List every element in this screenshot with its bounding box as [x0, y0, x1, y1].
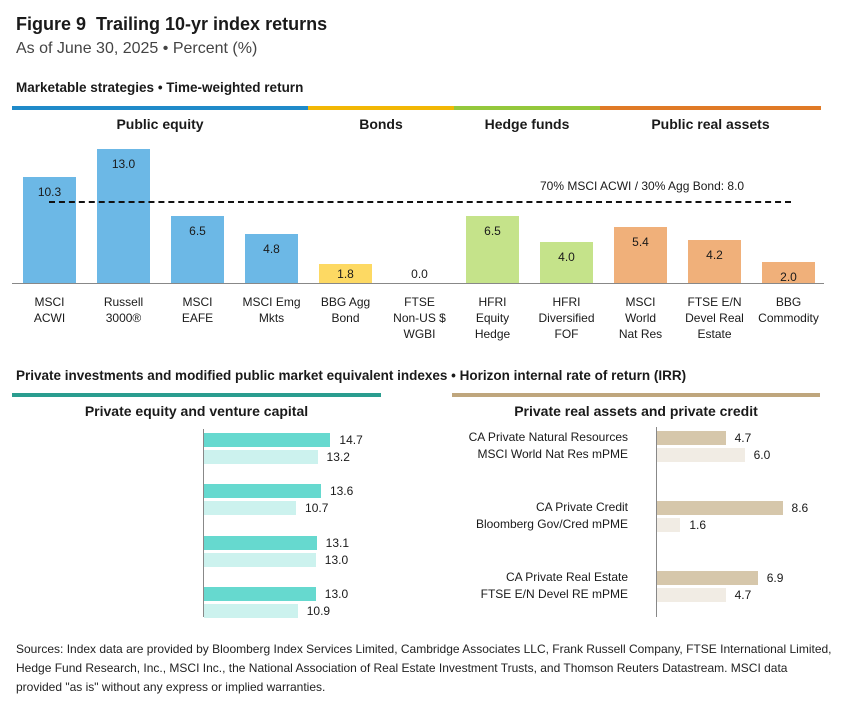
group-label: Public equity: [116, 116, 204, 132]
bar-value-label: 4.7: [734, 431, 752, 445]
bar: [540, 241, 593, 283]
bar-primary: [657, 431, 726, 445]
bar-value-label: 6.5: [484, 224, 501, 239]
row-label: CA Private Natural Resources: [468, 430, 628, 444]
category-label: FTSE Non-US $ WGBI: [393, 295, 446, 341]
bar-value-label: 0.0: [411, 267, 428, 281]
bar: [245, 233, 298, 283]
figure-number: Figure 9: [16, 14, 87, 34]
bar-pme: [657, 518, 681, 532]
panel-band: [452, 393, 820, 397]
category-label: Russell 3000®: [103, 295, 144, 325]
private-section-title: Private investments and modified public …: [16, 368, 687, 383]
bar-value-label: 8.6: [791, 501, 809, 515]
reference-line-label: 70% MSCI ACWI / 30% Agg Bond: 8.0: [540, 179, 745, 193]
category-label: FTSE E/N Devel Real Estate: [685, 295, 744, 341]
row-label: CA Private Credit: [535, 500, 628, 514]
row-label: MSCI World Nat Res mPME: [477, 447, 628, 461]
group-band-hedge-funds: [454, 106, 600, 110]
bar: [688, 239, 741, 283]
y-axis-line: [656, 427, 657, 617]
bar-primary: [204, 484, 321, 499]
real-assets-credit-chart: Private real assets and private credit CA…: [452, 393, 820, 617]
marketable-section-title: Marketable strategies • Time-weighted re…: [16, 80, 304, 95]
panel-title: Private equity and venture capital: [84, 403, 309, 419]
group-band-bonds: [308, 106, 454, 110]
bar-value-label: 4.8: [263, 241, 280, 256]
group-band-public-real-assets: [600, 106, 821, 110]
bar-value-label: 2.0: [780, 270, 797, 285]
category-label: MSCI EAFE: [181, 295, 214, 325]
figure-subtitle: As of June 30, 2025 • Percent (%): [16, 40, 258, 57]
bar-pme: [204, 450, 318, 464]
bar-value-label: 13.2: [326, 450, 350, 464]
bar-primary: [204, 535, 317, 550]
bar-value-label: 6.0: [753, 448, 771, 462]
marketable-bar-chart: Public equity Bonds Hedge funds Public real…: [12, 106, 824, 341]
category-label: BBG Commodity: [758, 295, 819, 325]
bar-pme: [657, 448, 745, 462]
category-label: HFRI Equity Hedge: [474, 295, 511, 341]
x-axis-line: [12, 283, 824, 284]
bar-value-label: 10.3: [37, 184, 62, 199]
pe-vc-chart: Private equity and venture capitalCA US …: [0, 0, 424, 630]
bar-value-label: 10.9: [306, 603, 331, 618]
figure-title: Figure 9 Trailing 10-yr index returns: [16, 14, 327, 35]
bar-value-label: 13.1: [325, 535, 350, 550]
panel-title: Private real assets and private credit: [514, 403, 758, 419]
group-label: Bonds: [359, 116, 403, 132]
reference-line: [49, 201, 791, 203]
category-label: MSCI ACWI: [33, 295, 66, 325]
row-label: FTSE E/N Devel RE mPME: [480, 587, 628, 601]
row-label: Bloomberg Gov/Cred mPME: [475, 517, 628, 531]
bar: [614, 227, 667, 283]
bar-primary: [204, 586, 316, 601]
bar: [171, 216, 224, 283]
figure-title-text: Trailing 10-yr index returns: [96, 14, 328, 34]
sources-note: Sources: Index data are provided by Bloo…: [16, 642, 832, 694]
y-axis-line: [203, 429, 204, 617]
bar: [97, 149, 150, 283]
bar-value-label: 13.0: [111, 157, 136, 172]
bar-value-label: 13.6: [329, 484, 354, 499]
category-label: BBG Agg Bond: [320, 295, 371, 325]
bar-value-label: 13.0: [324, 586, 349, 601]
bar-value-label: 1.8: [337, 267, 354, 281]
category-label: HFRI Diversified FOF: [538, 295, 595, 341]
bar-primary: [204, 433, 331, 447]
bar-value-label: 13.0: [324, 552, 349, 567]
bar-value-label: 4.7: [734, 588, 752, 602]
bar-value-label: 10.7: [305, 501, 329, 516]
bar-value-label: 14.7: [339, 433, 363, 447]
category-label: MSCI Emg Mkts: [242, 295, 301, 325]
bar-pme: [204, 501, 297, 516]
bar-pme: [657, 588, 726, 602]
group-label: Public real assets: [651, 116, 770, 132]
category-label: MSCI World Nat Res: [618, 295, 663, 341]
bar-value-label: 4.2: [706, 247, 723, 262]
bar-primary: [657, 571, 758, 585]
panel-band: [12, 393, 381, 397]
bar-value-label: 6.9: [766, 571, 784, 585]
bar: [319, 264, 372, 283]
bar: [23, 176, 76, 283]
bar-value-label: 5.4: [632, 235, 649, 250]
bar-value-label: 1.6: [689, 518, 707, 532]
group-band-public-equity: [12, 106, 308, 110]
bar-pme: [204, 552, 316, 567]
bar-value-label: 6.5: [189, 224, 206, 239]
bar: [762, 262, 815, 283]
bar-value-label: 4.0: [558, 249, 575, 264]
row-label: CA Private Real Estate: [505, 570, 628, 584]
bar: [466, 216, 519, 283]
group-label: Hedge funds: [484, 116, 570, 132]
bar-pme: [204, 603, 298, 618]
bar-primary: [657, 501, 783, 515]
